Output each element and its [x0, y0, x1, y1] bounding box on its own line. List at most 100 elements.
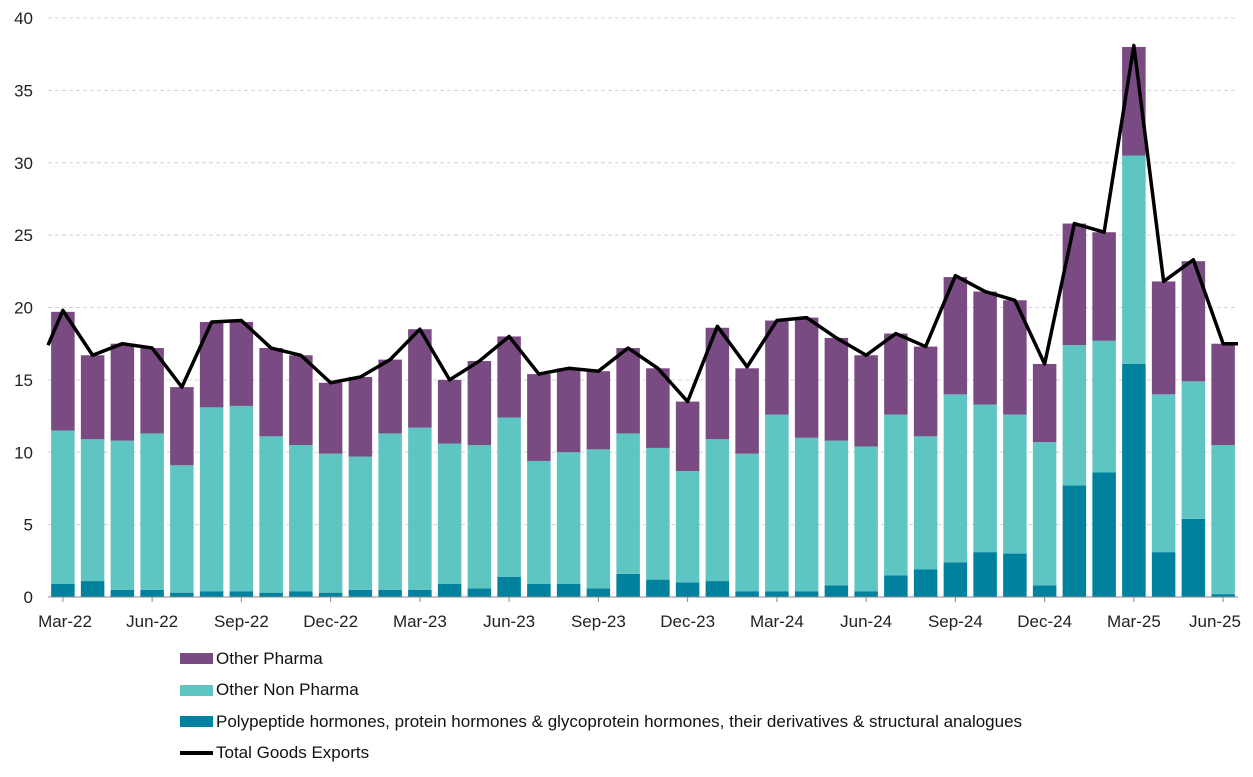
bar-other-pharma-Jun-22 — [140, 348, 164, 434]
bar-other-non-pharma-Oct-22 — [259, 436, 283, 593]
y-tick-label-20: 20 — [14, 299, 33, 318]
bar-polypeptide-hormones-protein-h-Aug-24 — [913, 569, 938, 597]
x-tick-label-Jun-25: Jun-25 — [1189, 612, 1241, 631]
legend-swatch-polypeptide — [180, 716, 213, 728]
bar-other-non-pharma-Apr-22 — [80, 439, 105, 582]
bar-other-non-pharma-Jun-23 — [497, 417, 521, 577]
legend-item-total-exports: Total Goods Exports — [180, 738, 1022, 770]
bar-polypeptide-hormones-protein-h-Feb-23 — [378, 589, 402, 597]
bar-polypeptide-hormones-protein-h-Jun-23 — [497, 576, 521, 597]
bar-other-non-pharma-Sep-22 — [229, 405, 254, 592]
legend-item-other-non-pharma: Other Non Pharma — [180, 675, 1022, 707]
bar-other-pharma-Jan-23 — [348, 376, 373, 457]
y-tick-label-25: 25 — [14, 226, 33, 245]
bar-other-pharma-Jun-24 — [854, 355, 878, 447]
x-tick-label-Dec-24: Dec-24 — [1017, 612, 1072, 631]
bar-polypeptide-hormones-protein-h-Apr-25 — [1151, 552, 1176, 597]
bar-other-non-pharma-Aug-23 — [556, 452, 581, 584]
bar-other-non-pharma-Mar-24 — [765, 414, 789, 592]
bar-other-pharma-May-23 — [467, 361, 492, 446]
bar-polypeptide-hormones-protein-h-May-24 — [824, 585, 849, 597]
bar-other-pharma-Sep-23 — [586, 371, 611, 450]
bar-other-non-pharma-Sep-24 — [943, 394, 968, 563]
stacked-bars — [51, 46, 1235, 597]
bar-other-non-pharma-Mar-22 — [51, 430, 75, 584]
bar-polypeptide-hormones-protein-h-Feb-25 — [1092, 472, 1116, 597]
bar-other-non-pharma-May-23 — [467, 445, 492, 589]
bar-polypeptide-hormones-protein-h-Apr-24 — [794, 591, 819, 597]
bar-other-non-pharma-Dec-23 — [675, 471, 700, 583]
bar-other-non-pharma-Apr-24 — [794, 437, 819, 592]
bar-other-non-pharma-Jun-24 — [854, 446, 878, 592]
legend: Other Pharma Other Non Pharma Polypeptid… — [180, 643, 1022, 769]
bar-other-pharma-Apr-24 — [794, 317, 819, 438]
bar-polypeptide-hormones-protein-h-May-22 — [110, 589, 135, 597]
bar-other-non-pharma-Jul-22 — [170, 465, 194, 593]
bar-polypeptide-hormones-protein-h-Dec-24 — [1032, 585, 1057, 597]
bar-other-non-pharma-Dec-22 — [318, 453, 343, 593]
bar-other-pharma-Jul-24 — [884, 333, 908, 415]
bar-polypeptide-hormones-protein-h-Aug-23 — [556, 583, 581, 597]
y-tick-label-15: 15 — [14, 371, 33, 390]
bar-other-non-pharma-Oct-24 — [973, 404, 997, 553]
bar-polypeptide-hormones-protein-h-Jan-24 — [705, 581, 730, 597]
bar-other-non-pharma-May-24 — [824, 440, 849, 586]
bar-other-pharma-Oct-22 — [259, 348, 283, 437]
bar-polypeptide-hormones-protein-h-Feb-24 — [735, 591, 759, 597]
legend-swatch-other-non-pharma — [180, 684, 213, 696]
bar-other-non-pharma-Sep-23 — [586, 449, 611, 589]
bar-polypeptide-hormones-protein-h-Mar-23 — [408, 589, 432, 597]
bar-other-pharma-Mar-22 — [51, 311, 75, 431]
total-line — [46, 43, 1238, 404]
x-tick-label-Mar-22: Mar-22 — [38, 612, 92, 631]
bar-other-non-pharma-Apr-25 — [1151, 394, 1176, 553]
bar-polypeptide-hormones-protein-h-Mar-24 — [765, 591, 789, 597]
bar-other-pharma-Nov-24 — [1003, 300, 1027, 415]
bar-other-pharma-Mar-23 — [408, 329, 432, 428]
bar-polypeptide-hormones-protein-h-Oct-23 — [616, 573, 640, 597]
bar-other-pharma-Aug-22 — [199, 321, 224, 408]
x-tick-label-Sep-24: Sep-24 — [928, 612, 983, 631]
bar-other-pharma-Aug-24 — [913, 346, 938, 437]
bar-other-non-pharma-Jul-23 — [527, 460, 551, 584]
x-tick-label-Mar-24: Mar-24 — [750, 612, 804, 631]
bar-other-pharma-Jan-24 — [705, 327, 730, 440]
bar-other-non-pharma-Feb-23 — [378, 433, 402, 590]
bar-polypeptide-hormones-protein-h-Sep-23 — [586, 588, 611, 597]
bar-other-pharma-Feb-25 — [1092, 232, 1116, 341]
bar-polypeptide-hormones-protein-h-Nov-22 — [289, 591, 313, 597]
bar-other-pharma-May-24 — [824, 337, 849, 441]
x-tick-label-Mar-25: Mar-25 — [1107, 612, 1161, 631]
bar-other-pharma-Jul-23 — [527, 374, 551, 461]
x-tick-label-Dec-23: Dec-23 — [660, 612, 715, 631]
bar-other-pharma-Jun-23 — [497, 336, 521, 418]
bar-other-non-pharma-Aug-24 — [913, 436, 938, 570]
y-tick-label-35: 35 — [14, 81, 33, 100]
x-tick-label-Dec-22: Dec-22 — [303, 612, 358, 631]
y-tick-label-0: 0 — [24, 588, 33, 607]
bar-other-pharma-Oct-23 — [616, 348, 640, 434]
gridlines — [48, 17, 1238, 526]
legend-item-other-pharma: Other Pharma — [180, 643, 1022, 675]
bar-polypeptide-hormones-protein-h-May-25 — [1181, 518, 1206, 597]
bar-other-non-pharma-Dec-24 — [1032, 442, 1057, 586]
bar-other-pharma-Aug-23 — [556, 368, 581, 453]
bar-other-pharma-Dec-23 — [675, 401, 700, 472]
bar-polypeptide-hormones-protein-h-Nov-24 — [1003, 553, 1027, 597]
bar-other-non-pharma-Jul-24 — [884, 414, 908, 576]
bar-polypeptide-hormones-protein-h-Jan-25 — [1062, 485, 1087, 597]
bar-polypeptide-hormones-protein-h-Dec-22 — [318, 592, 343, 597]
bar-other-pharma-Nov-23 — [646, 368, 670, 448]
bar-other-pharma-May-22 — [110, 343, 135, 441]
axes: 0 5 10 15 20 25 30 35 40 Mar-22 Jun-22 Sep-22 Dec-22… — [14, 9, 1241, 631]
x-tick-label-Jun-22: Jun-22 — [126, 612, 178, 631]
legend-swatch-other-pharma — [180, 653, 213, 665]
bar-other-non-pharma-Mar-25 — [1122, 155, 1146, 364]
bar-other-non-pharma-May-22 — [110, 440, 135, 590]
bar-polypeptide-hormones-protein-h-Aug-22 — [199, 591, 224, 597]
x-tick-label-Sep-23: Sep-23 — [571, 612, 626, 631]
bar-polypeptide-hormones-protein-h-Jun-25 — [1211, 594, 1235, 597]
bar-other-non-pharma-Aug-22 — [199, 407, 224, 592]
bar-other-non-pharma-Apr-23 — [437, 443, 462, 584]
bar-other-non-pharma-Feb-24 — [735, 453, 759, 592]
